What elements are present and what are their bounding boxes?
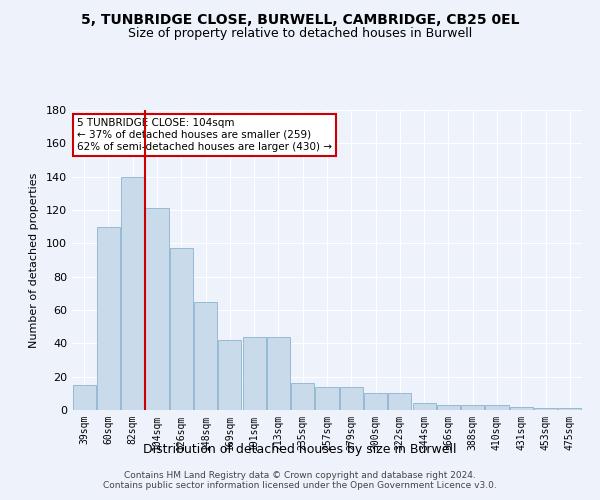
- Bar: [534, 408, 557, 410]
- Bar: [242, 336, 266, 410]
- Bar: [510, 406, 533, 410]
- Bar: [340, 386, 363, 410]
- Bar: [73, 385, 95, 410]
- Bar: [170, 248, 193, 410]
- Text: Size of property relative to detached houses in Burwell: Size of property relative to detached ho…: [128, 28, 472, 40]
- Bar: [194, 302, 217, 410]
- Bar: [485, 405, 509, 410]
- Text: 5, TUNBRIDGE CLOSE, BURWELL, CAMBRIDGE, CB25 0EL: 5, TUNBRIDGE CLOSE, BURWELL, CAMBRIDGE, …: [81, 12, 519, 26]
- Bar: [364, 394, 387, 410]
- Bar: [388, 394, 412, 410]
- Y-axis label: Number of detached properties: Number of detached properties: [29, 172, 39, 348]
- Bar: [267, 336, 290, 410]
- Bar: [97, 226, 120, 410]
- Text: Distribution of detached houses by size in Burwell: Distribution of detached houses by size …: [143, 442, 457, 456]
- Bar: [316, 386, 338, 410]
- Bar: [413, 404, 436, 410]
- Text: Contains HM Land Registry data © Crown copyright and database right 2024.
Contai: Contains HM Land Registry data © Crown c…: [103, 470, 497, 490]
- Bar: [461, 405, 484, 410]
- Bar: [437, 405, 460, 410]
- Bar: [291, 384, 314, 410]
- Bar: [145, 208, 169, 410]
- Bar: [218, 340, 241, 410]
- Bar: [121, 176, 144, 410]
- Text: 5 TUNBRIDGE CLOSE: 104sqm
← 37% of detached houses are smaller (259)
62% of semi: 5 TUNBRIDGE CLOSE: 104sqm ← 37% of detac…: [77, 118, 332, 152]
- Bar: [559, 408, 581, 410]
